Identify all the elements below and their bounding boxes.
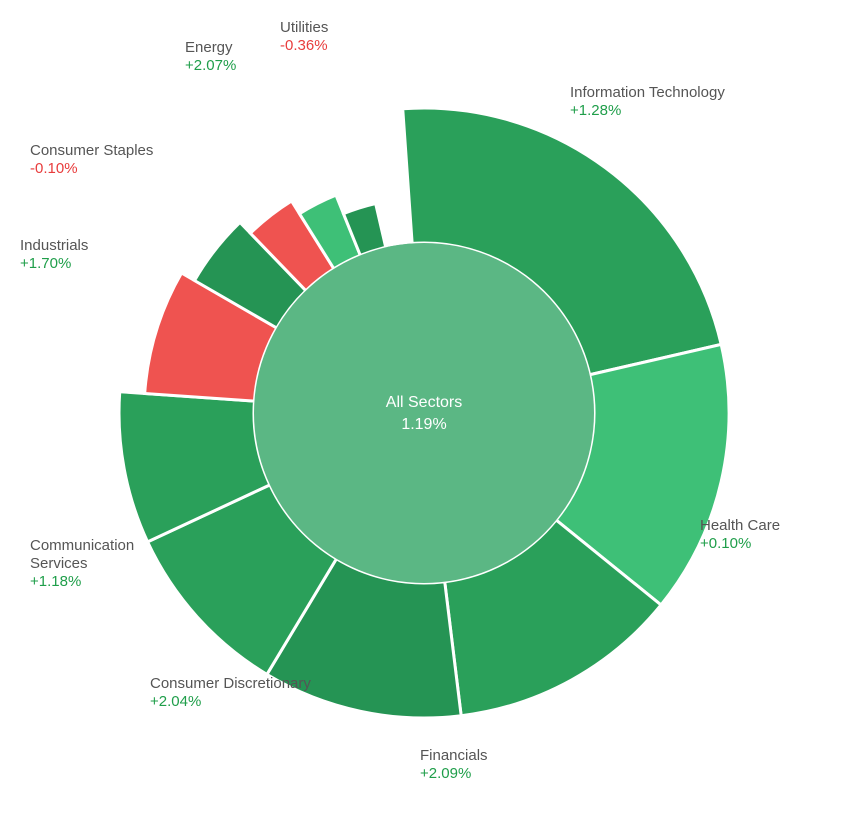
slice-label-pct: +1.18%: [30, 573, 81, 590]
slice-label: Health Care+0.10%: [700, 517, 780, 552]
center-label-value: 1.19%: [401, 416, 446, 433]
sector-donut-chart: All Sectors1.19%Information Technology+1…: [0, 0, 849, 827]
slice-label: CommunicationServices+1.18%: [30, 537, 134, 590]
center-label-title: All Sectors: [386, 394, 462, 411]
slice-label-pct: +2.09%: [420, 765, 471, 782]
slice-label-pct: +2.07%: [185, 57, 236, 74]
slice-label: Energy+2.07%: [185, 39, 236, 74]
slice-label-pct: +2.04%: [150, 693, 201, 710]
slice-label-pct: -0.36%: [280, 37, 328, 54]
slice-label: Consumer Discretionary+2.04%: [150, 675, 311, 710]
slice-label-name: Health Care: [700, 517, 780, 534]
slice-label-name: Industrials: [20, 237, 88, 254]
slice-label: Consumer Staples-0.10%: [30, 142, 153, 177]
slice-label-pct: +1.28%: [570, 102, 621, 119]
slice-label: Information Technology+1.28%: [570, 84, 725, 119]
slice-label: Industrials+1.70%: [20, 237, 88, 272]
slice-label-name: Information Technology: [570, 84, 725, 101]
slice-label-name: Services: [30, 555, 88, 572]
slice-label-name: Energy: [185, 39, 233, 56]
slice-label-pct: -0.10%: [30, 160, 78, 177]
slice-label-name: Communication: [30, 537, 134, 554]
slice-label-name: Consumer Staples: [30, 142, 153, 159]
slice-label-name: Utilities: [280, 19, 328, 36]
slice-label: Utilities-0.36%: [280, 19, 328, 54]
slice-label-pct: +1.70%: [20, 255, 71, 272]
slice-label-pct: +0.10%: [700, 535, 751, 552]
slice-label-name: Financials: [420, 747, 488, 764]
center-circle: [254, 243, 594, 583]
slice-label-name: Consumer Discretionary: [150, 675, 311, 692]
slice-label: Financials+2.09%: [420, 747, 488, 782]
